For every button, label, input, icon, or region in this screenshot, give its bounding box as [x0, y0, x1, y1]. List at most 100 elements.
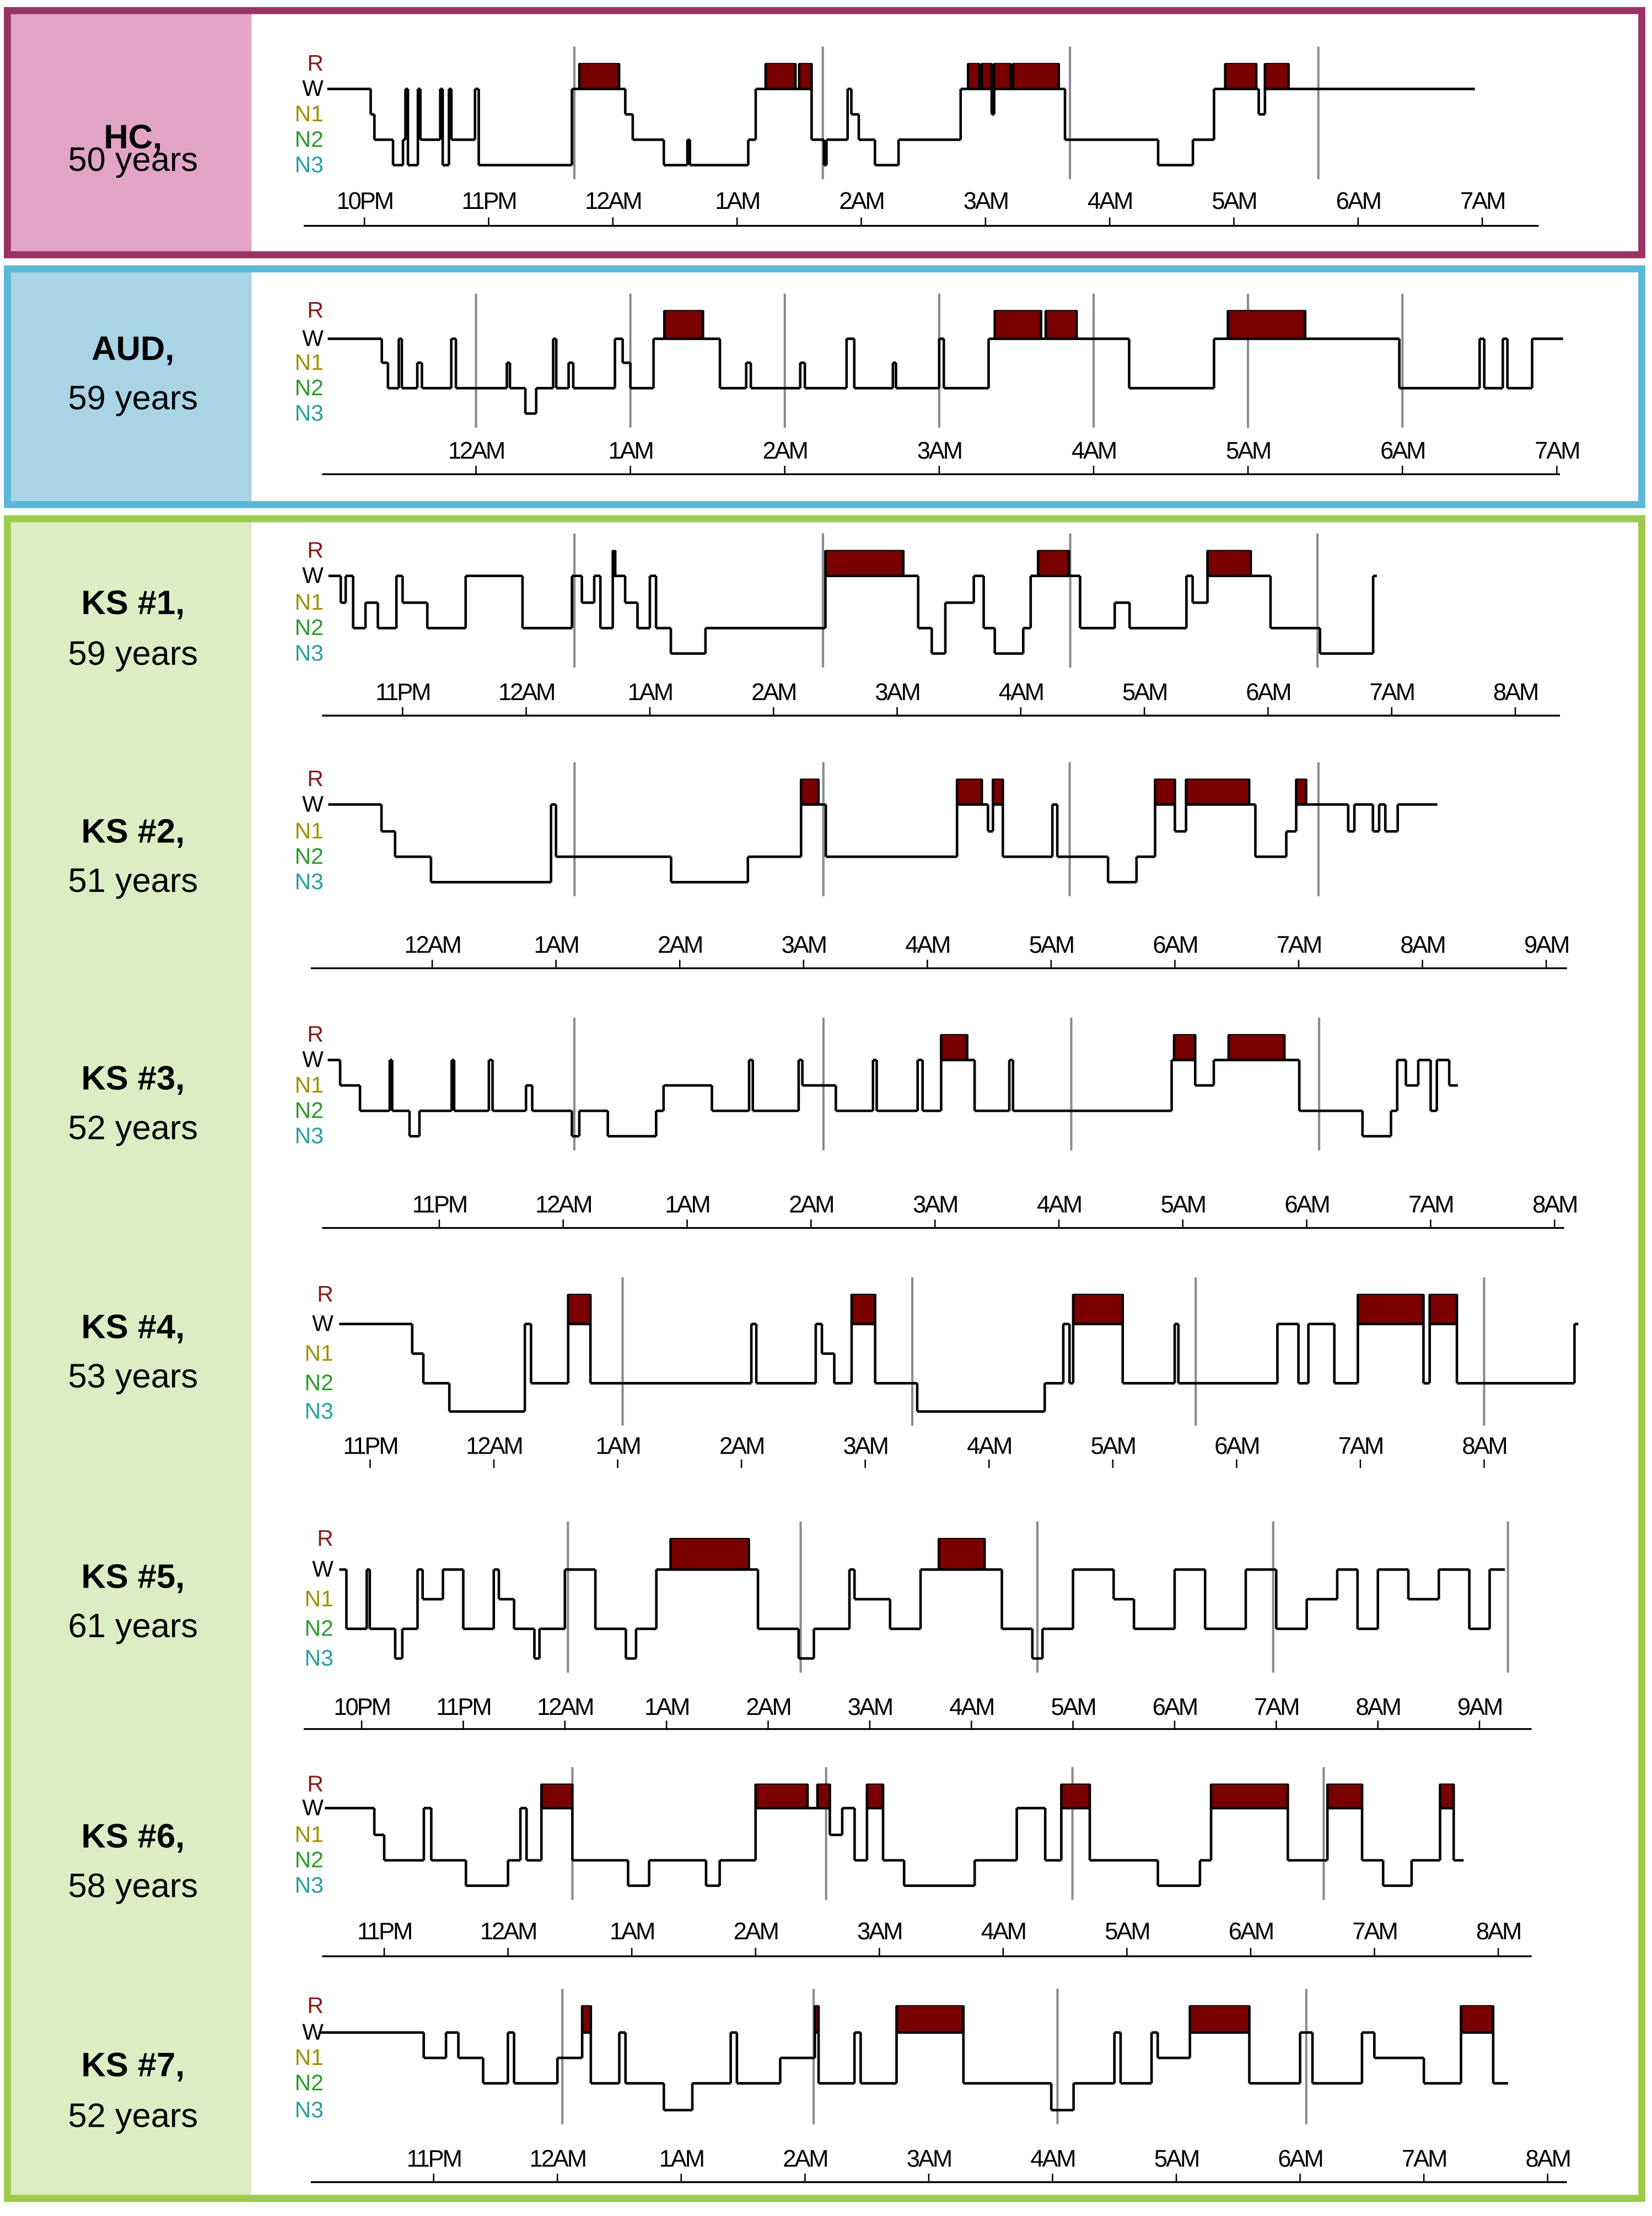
stage-label-n1: N1	[295, 1072, 324, 1098]
stage-segment-w	[806, 1784, 818, 1810]
tick-label: 5AM	[1091, 1433, 1135, 1459]
stage-segment-n2	[482, 2058, 508, 2085]
tick-label: 1AM	[595, 1433, 639, 1459]
stage-segment-n1	[380, 804, 395, 833]
stage-segment-n1	[338, 1059, 360, 1087]
stage-segment-n2	[1191, 138, 1214, 165]
stage-segment-n2	[462, 1569, 494, 1631]
tick-label: 12AM	[466, 1433, 521, 1459]
rem-segment	[1439, 1783, 1455, 1809]
stage-segment-n2	[648, 1859, 706, 1886]
tick-label: 5AM	[1154, 2145, 1198, 2172]
tick-label: 4AM	[1072, 438, 1116, 464]
stage-segment-n2	[1483, 338, 1503, 390]
rem-segment	[579, 63, 620, 90]
rem-segment	[1207, 550, 1252, 577]
stage-segment-w	[652, 337, 665, 389]
stage-label-n3: N3	[295, 2097, 324, 2122]
stage-segment-n2	[921, 1059, 941, 1112]
tick-label: 6AM	[1153, 1694, 1197, 1720]
stage-segment-w	[1417, 1058, 1431, 1086]
stage-segment-n1	[1113, 601, 1130, 628]
stage-segment-n2	[1203, 1569, 1246, 1631]
stage-segment-n3	[627, 1860, 649, 1887]
stage-segment-n2	[874, 1294, 917, 1385]
rem-segment	[1224, 63, 1257, 90]
label-column	[8, 519, 252, 2198]
stage-segment-n2	[345, 1569, 367, 1631]
stage-segment-n2	[368, 1569, 395, 1631]
stage-segment-n2	[631, 114, 664, 141]
stage-segment-r	[1206, 550, 1251, 603]
tick-label: 4AM	[949, 1694, 993, 1720]
stage-segment-n1	[421, 1569, 443, 1601]
tick-label: 8AM	[1493, 679, 1537, 706]
tick-label: 3AM	[913, 1191, 957, 1218]
stage-segment-n2	[422, 1353, 450, 1385]
tick-label: 2AM	[783, 2145, 827, 2172]
stage-segment-n3	[1156, 139, 1193, 166]
stage-segment-n3	[406, 89, 418, 166]
stage-segment-w	[1488, 1568, 1505, 1629]
stage-segment-w	[1531, 337, 1563, 389]
rem-segment	[1357, 1293, 1424, 1325]
stage-segment-w	[902, 550, 918, 577]
stage-segment-n2	[1128, 338, 1214, 390]
stage-segment-r	[580, 2005, 591, 2058]
stage-segment-n2	[751, 1059, 799, 1112]
stage-segment-r	[993, 63, 1010, 115]
stage-segment-w	[1396, 803, 1438, 832]
stage-segment-w	[1573, 1322, 1579, 1384]
stage-segment-r	[764, 63, 796, 90]
stage-segment-n3	[797, 1628, 814, 1660]
stage-segment-n2	[835, 1085, 873, 1112]
stage-label-n3: N3	[295, 1873, 324, 1898]
stage-segment-n2	[629, 363, 654, 390]
stage-segment-r	[1460, 2005, 1493, 2084]
stage-segment-n2	[973, 1859, 1017, 1886]
stage-segment-n2	[450, 89, 475, 141]
subject-age: 59 years	[68, 379, 198, 417]
tick-label: 7AM	[1338, 1433, 1382, 1459]
stage-label-r: R	[307, 50, 324, 76]
stage-segment-n2	[1000, 1569, 1032, 1631]
stage-segment-n3	[916, 1383, 1045, 1413]
stage-segment-r	[799, 779, 819, 857]
tick-label: 5AM	[1161, 1191, 1205, 1218]
stage-segment-w	[571, 574, 582, 628]
rem-segment	[1460, 2005, 1494, 2034]
rem-segment	[816, 1783, 831, 1809]
tick-label: 3AM	[964, 188, 1008, 214]
stage-segment-n2	[833, 1353, 852, 1385]
stage-segment-w	[1360, 2031, 1375, 2084]
stage-segment-n2	[881, 1784, 905, 1862]
stage-segment-n2	[691, 2082, 731, 2110]
stage-segment-r	[993, 310, 1041, 340]
rem-segment	[1295, 778, 1307, 805]
tick-label: 1AM	[610, 1918, 654, 1945]
stage-segment-n1	[1112, 1569, 1134, 1601]
tick-label: 8AM	[1532, 1191, 1576, 1218]
stage-label-n3: N3	[305, 1645, 333, 1670]
stage-segment-n2	[383, 1835, 424, 1862]
stage-segment-n1	[1191, 575, 1208, 604]
stage-segment-r	[1263, 63, 1289, 115]
tick-label: 1AM	[628, 679, 672, 706]
tick-label: 8AM	[1356, 1694, 1400, 1720]
stage-segment-r	[1060, 1784, 1090, 1860]
tick-label: 3AM	[917, 438, 961, 464]
panel-border	[4, 7, 1645, 259]
stage-segment-w	[1276, 1322, 1299, 1384]
stage-segment-n1	[621, 338, 631, 364]
tick-label: 7AM	[1277, 932, 1321, 958]
tick-label: 12AM	[535, 1191, 591, 1218]
stage-segment-w	[841, 1806, 855, 1835]
stage-segment-n2	[962, 2005, 1052, 2085]
stage-segment-n2	[853, 338, 893, 390]
stage-segment-r	[1226, 310, 1305, 340]
tick-label: 2AM	[746, 1694, 790, 1720]
tick-label: 1AM	[715, 188, 759, 214]
rem-segment	[798, 63, 812, 90]
tick-label: 7AM	[1460, 188, 1504, 214]
tick-label: 2AM	[763, 438, 807, 464]
